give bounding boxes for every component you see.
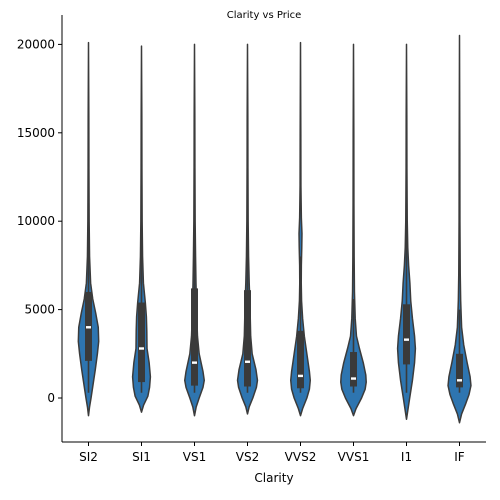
x-tick-label: VVS1 [338, 450, 370, 464]
violin-iqr-box [403, 304, 410, 364]
x-tick-label: I1 [401, 450, 412, 464]
y-tick-label: 20000 [17, 37, 55, 51]
x-tick-label: IF [454, 450, 465, 464]
violin-median [139, 347, 144, 349]
y-tick-label: 15000 [17, 126, 55, 140]
violin-median [245, 361, 250, 363]
violin-median [298, 375, 303, 377]
x-tick-label: VS1 [183, 450, 206, 464]
violin-median [457, 379, 462, 381]
violin-vvs2 [291, 43, 311, 416]
violin-median [86, 326, 91, 328]
violin-iqr-box [297, 331, 304, 388]
violin-iqr-box [138, 303, 145, 383]
violin-iqr-box [191, 288, 198, 385]
x-tick-label: VVS2 [285, 450, 317, 464]
violin-median [192, 361, 197, 363]
violin-vs1 [185, 44, 205, 415]
violin-i1 [398, 44, 416, 419]
violins-group [78, 36, 471, 423]
y-tick-label: 5000 [24, 303, 55, 317]
violin-si2 [78, 43, 98, 416]
violin-vs2 [238, 44, 258, 414]
y-tick-label: 0 [47, 391, 55, 405]
violin-median [351, 377, 356, 379]
x-tick-label: SI2 [79, 450, 98, 464]
y-tick-label: 10000 [17, 214, 55, 228]
violin-iqr-box [350, 352, 357, 386]
violin-vvs1 [341, 44, 366, 415]
violin-iqr-box [456, 354, 463, 388]
violin-si1 [133, 46, 151, 412]
violin-if [448, 36, 471, 423]
x-tick-label: SI1 [132, 450, 151, 464]
x-axis-label: Clarity [254, 471, 293, 485]
chart-title: Clarity vs Price [227, 10, 302, 21]
y-axis-ticks: 0 5000 10000 15000 20000 [17, 37, 62, 405]
violin-median [404, 338, 409, 340]
violin-iqr-box [244, 290, 251, 386]
x-axis-ticks: SI2 SI1 VS1 VS2 VVS2 VVS1 I1 IF [79, 442, 465, 464]
x-tick-label: VS2 [236, 450, 259, 464]
